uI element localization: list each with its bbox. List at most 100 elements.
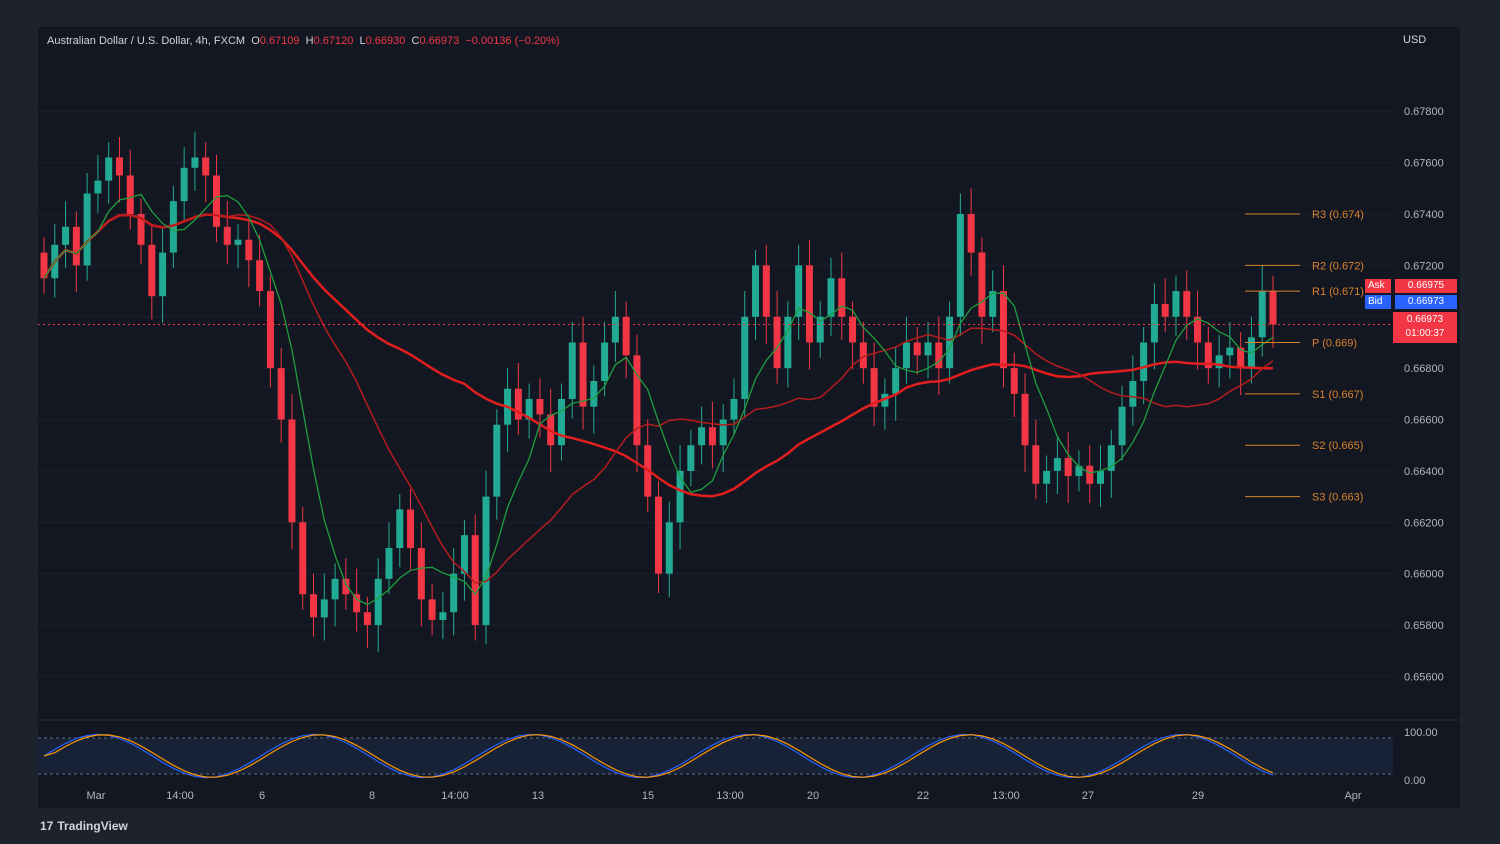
candle-body [935, 342, 943, 369]
candle-body [1086, 465, 1094, 484]
oscillator-tick-label: 100.00 [1404, 727, 1438, 739]
candle-body [1010, 368, 1018, 394]
bid-price: 0.66973 [1395, 295, 1457, 309]
y-tick-label: 0.67800 [1404, 106, 1444, 118]
y-tick-label: 0.66200 [1404, 517, 1444, 529]
candle-body [1043, 470, 1051, 484]
pivot-label: P (0.669) [1312, 337, 1357, 349]
high-label: H [305, 35, 314, 47]
candle-body [169, 201, 177, 253]
y-tick-label: 0.65800 [1404, 620, 1444, 632]
candle-body [331, 578, 339, 600]
candle-body [999, 291, 1007, 369]
candle-body [698, 427, 706, 446]
x-tick-label: 29 [1192, 790, 1204, 802]
candle-body [967, 214, 975, 253]
x-tick-label: 14:00 [441, 790, 469, 802]
candle-body [1258, 291, 1266, 338]
candle-body [320, 599, 328, 618]
candle-body [353, 594, 361, 613]
candle-body [1064, 458, 1072, 477]
candle-body [1161, 303, 1169, 317]
y-tick-label: 0.66600 [1404, 415, 1444, 427]
candle-body [525, 398, 533, 420]
candle-body [62, 226, 70, 245]
candle-body [493, 424, 501, 497]
candle-body [1021, 393, 1029, 446]
candle-body [557, 398, 565, 446]
x-tick-label: 20 [807, 790, 819, 802]
candle-body [428, 599, 436, 620]
candle-body [795, 265, 803, 317]
candle-body [180, 167, 188, 202]
tradingview-logo[interactable]: 17 TradingView [40, 819, 128, 833]
x-tick-label: Apr [1344, 790, 1361, 802]
candle-body [1140, 342, 1148, 381]
ask-label: Ask [1365, 279, 1391, 293]
candle-body [396, 509, 404, 548]
chart-panel[interactable]: 0.678000.676000.674000.672000.670000.668… [38, 27, 1460, 808]
candle-body [687, 445, 695, 471]
candle-body [1215, 355, 1223, 369]
symbol-name: Australian Dollar / U.S. Dollar, 4h, FXC… [47, 35, 246, 47]
candle-body [1097, 470, 1105, 484]
candle-body [40, 252, 48, 279]
candle-body [665, 522, 673, 574]
candle-body [719, 419, 727, 446]
candle-body [1237, 347, 1245, 369]
candle-body [471, 535, 479, 626]
candle-body [601, 342, 609, 381]
ask-price: 0.66975 [1395, 279, 1457, 293]
candle-body [223, 226, 231, 245]
candle-body [870, 368, 878, 407]
x-tick-label: 8 [369, 790, 375, 802]
candle-body [148, 244, 156, 297]
candle-body [752, 265, 760, 317]
candle-body [730, 398, 738, 420]
pivot-label: S1 (0.667) [1312, 389, 1363, 401]
candle-body [126, 175, 134, 214]
candle-body [978, 252, 986, 317]
open-label: O [251, 35, 260, 47]
candle-body [105, 157, 113, 181]
candle-body [1194, 316, 1202, 343]
candle-body [407, 509, 415, 548]
candle-body [1118, 406, 1126, 446]
candle-body [902, 342, 910, 369]
x-tick-label: 13:00 [992, 790, 1020, 802]
candle-body [191, 157, 199, 168]
candle-body [94, 180, 102, 194]
low-value: 0.66930 [365, 35, 406, 47]
candle-body [482, 496, 490, 626]
candle-body [1032, 445, 1040, 484]
candle-body [288, 419, 296, 523]
candle-body [816, 316, 824, 343]
currency-label: USD [1403, 34, 1427, 46]
candle-body [310, 594, 318, 618]
candle-body [536, 398, 544, 415]
candle-body [590, 381, 598, 407]
x-tick-label: 6 [259, 790, 265, 802]
candle-body [1053, 458, 1061, 471]
candle-body [611, 316, 619, 343]
candle-body [1204, 342, 1212, 369]
close-label: C [411, 35, 420, 47]
candle-body [708, 427, 716, 446]
sma-long-line [42, 213, 1274, 498]
bid-label: Bid [1365, 295, 1391, 309]
candle-body [1183, 291, 1191, 317]
price-chart[interactable]: 0.678000.676000.674000.672000.670000.668… [38, 27, 1460, 808]
pivot-label: S3 (0.663) [1312, 492, 1363, 504]
bar-countdown: 01:00:37 [1405, 328, 1445, 339]
candle-body [773, 316, 781, 369]
candle-body [1269, 291, 1277, 325]
candle-body [385, 548, 393, 579]
candle-body [439, 612, 447, 620]
candle-body [859, 342, 867, 369]
candle-body [137, 214, 145, 245]
candle-body [1226, 347, 1234, 356]
x-tick-label: Mar [87, 790, 106, 802]
y-tick-label: 0.66800 [1404, 363, 1444, 375]
candle-body [72, 226, 80, 266]
symbol-header: Australian Dollar / U.S. Dollar, 4h, FXC… [47, 35, 560, 47]
